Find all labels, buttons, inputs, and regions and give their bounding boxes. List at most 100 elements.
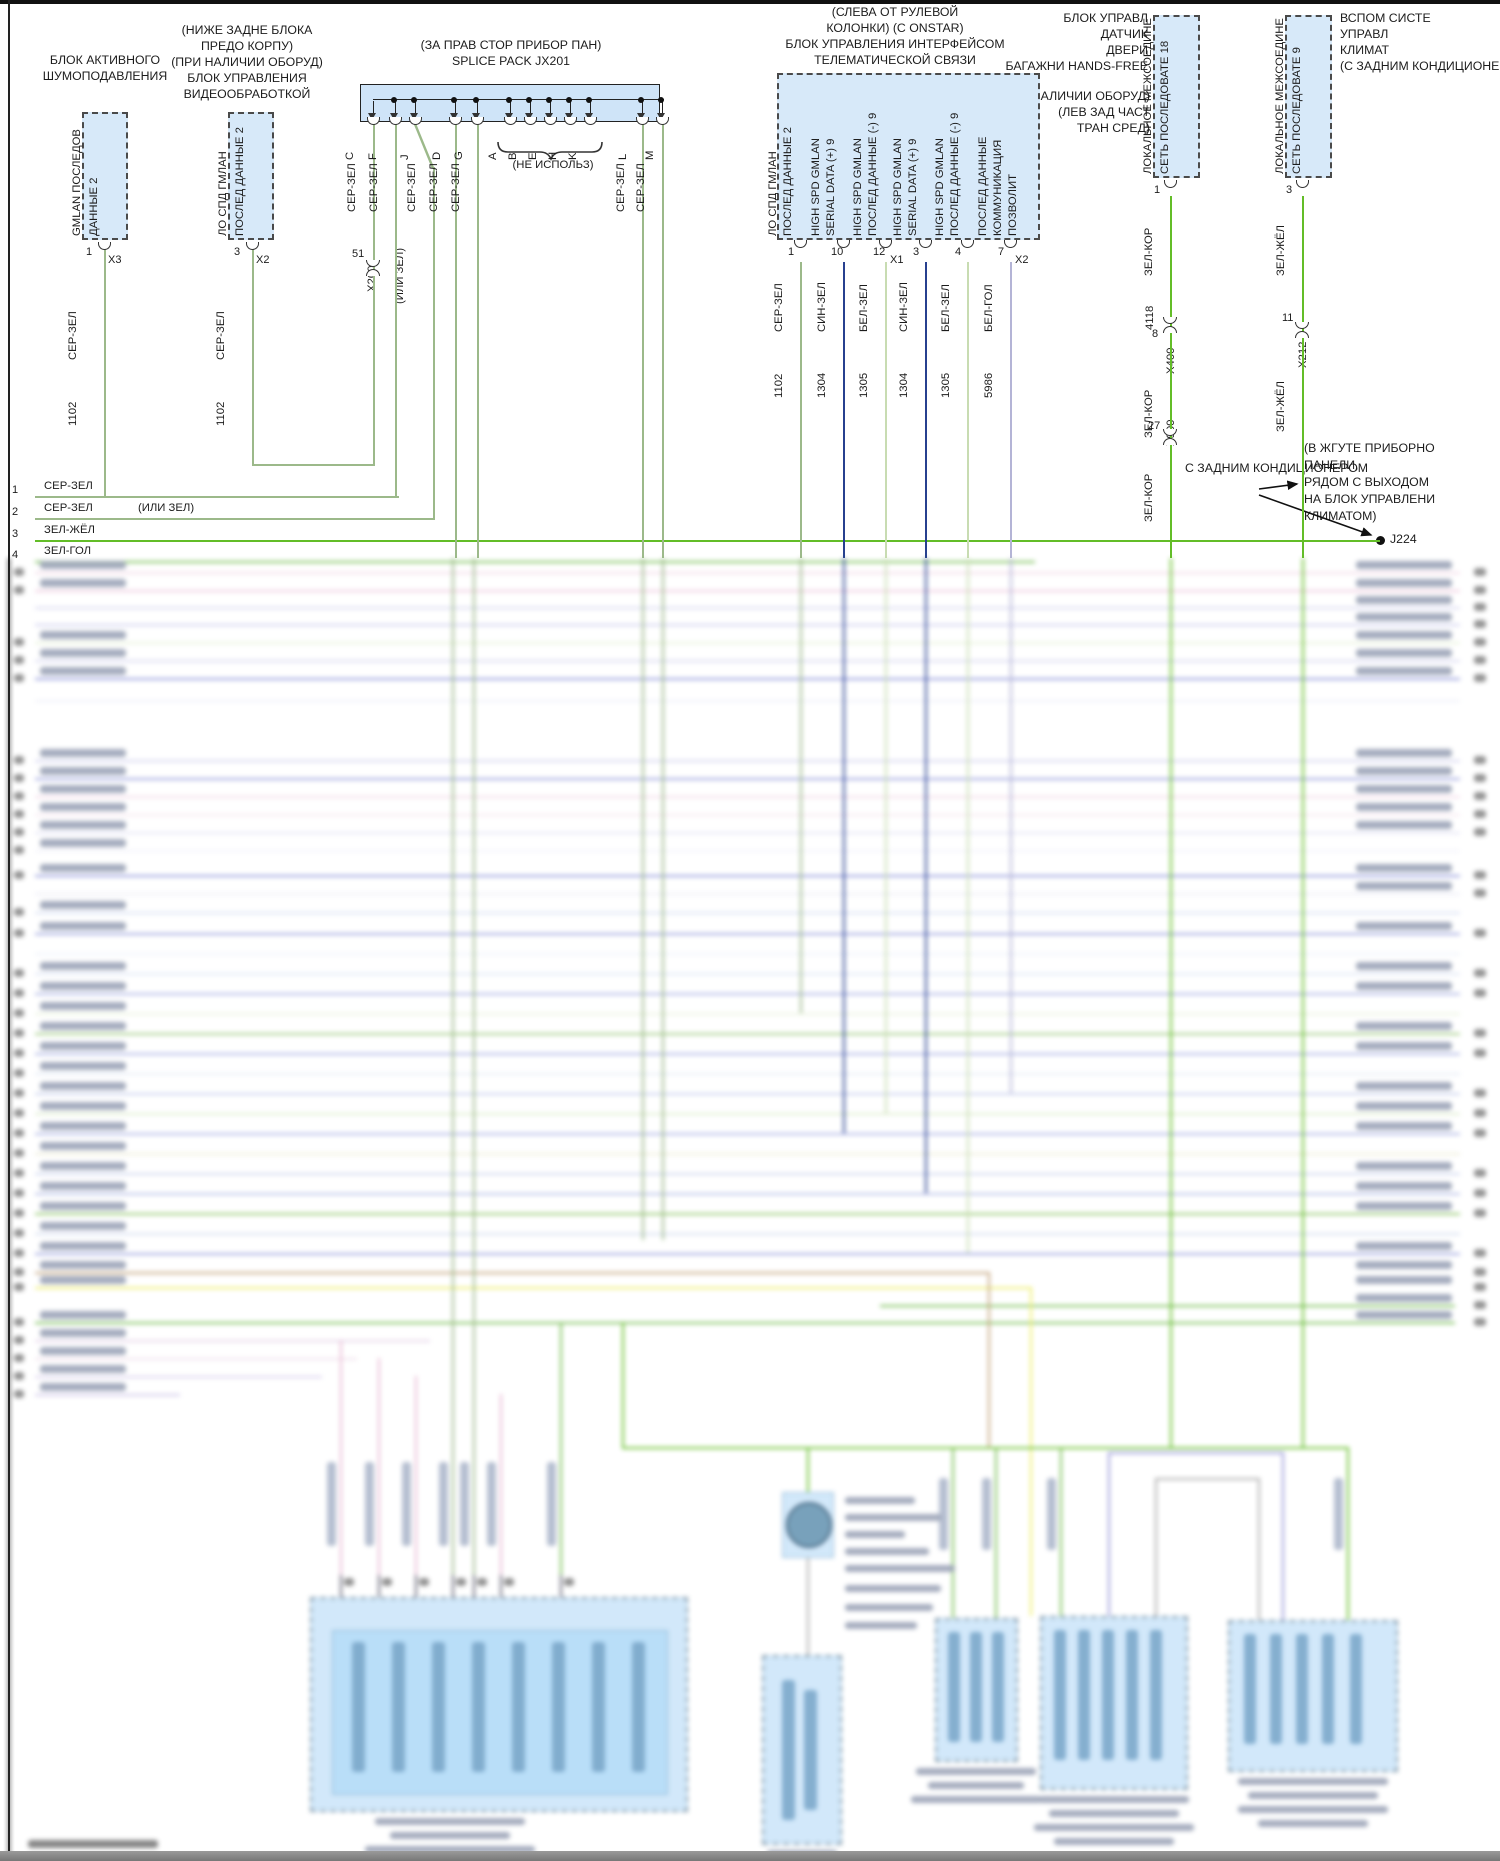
wire-color-label: СЕР-ЗЕЛ [635,163,647,212]
wire-segment [395,101,396,113]
blurred-text-stub [460,1462,469,1546]
blurred-text-stub [40,1182,126,1190]
bus-junction-dot [411,96,418,103]
blurred-text-stub [547,1462,556,1546]
blurred-text-stub [948,1632,960,1742]
row-number: 2 [12,506,19,518]
wire-segment [35,1358,357,1360]
blurred-text-stub [40,1383,126,1391]
wire-segment [35,1340,430,1342]
blurred-text-stub [1474,1268,1486,1276]
blurred-text-stub [1356,613,1452,621]
blurred-text-stub [1078,1630,1090,1760]
note-arrows [1258,480,1373,537]
wire-segment [340,1575,342,1597]
wire-segment [477,101,478,113]
wire-segment [560,1322,562,1597]
blurred-text-stub [14,586,24,594]
pin-number: 1 [1154,184,1161,196]
blurred-text-stub [14,1089,24,1097]
bus-junction-dot [391,96,398,103]
blurred-text-stub [40,1082,126,1090]
heading-line: КЛИМАТ [1340,43,1390,57]
blurred-text-stub [845,1531,905,1538]
blurred-text-stub [40,749,126,757]
blurred-text-stub [782,1680,795,1820]
blurred-text-stub [439,1462,448,1546]
connector-label: ПОСЛЕД ДАННЫЕ (-) 9 [949,112,961,236]
wire-segment [35,973,1460,975]
connector-arc-icon [408,117,422,125]
wire-segment [500,1394,502,1597]
wire-segment [662,123,664,558]
blurred-text-stub [1474,1049,1486,1057]
harness-note-line: РЯДОМ С ВЫХОДОМ [1304,475,1429,489]
connector-label: HIGH SPD GMLAN [852,138,864,236]
blurred-text-stub [1474,1249,1486,1257]
connector-arc-icon [878,240,892,248]
blurred-text-stub [40,1311,126,1319]
circuit-number: 4118 [1144,305,1156,330]
connector-arc-icon [1163,180,1177,188]
wire-color-label: БЕЛ-ЗЕЛ [940,284,952,332]
blurred-text-stub [477,1578,487,1586]
blurred-text-stub [40,667,126,675]
inline-connector-icon [1163,438,1177,445]
blurred-text-stub [40,1242,126,1250]
module-box-right-3 [1228,1620,1398,1772]
heading-line: SPLICE PACK JX201 [451,54,571,68]
blurred-text-stub [1356,1276,1452,1284]
wire-segment [35,875,1460,877]
pin-number: 7 [998,246,1005,258]
splice-pin-letter: F [367,153,379,160]
wire-segment [35,660,1460,662]
wire-segment [925,262,927,558]
blurred-text-stub [1356,1202,1452,1210]
wire-segment [35,893,1460,895]
blurred-diagram-region [0,558,1500,1861]
blurred-text-stub [1356,561,1452,569]
connector-arc-icon [388,117,402,125]
blurred-text-stub [1054,1630,1066,1760]
blurred-text-stub [14,656,24,664]
heading-line: ВИДЕООБРАБОТКОЙ [183,87,311,101]
wire-segment [340,1340,342,1597]
wire-color-label: СЕР-ЗЕЛ [615,163,627,212]
connector-label: КОММУНИКАЦИЯ [992,139,1004,236]
wire-segment [662,101,663,113]
wire-segment [925,558,927,1193]
row-wire-label: СЕР-ЗЕЛ [44,502,93,514]
blurred-text-stub [40,1202,126,1210]
junction-label: J224 [1390,532,1417,546]
blurred-text-stub [1474,674,1486,682]
blurred-text-stub [1474,756,1486,764]
inline-connector-icon [1295,322,1309,329]
wire-segment [807,1447,809,1496]
wire-color-label: СЕР-ЗЕЛ [428,163,440,212]
blurred-text-stub [845,1497,915,1504]
blurred-text-stub [1270,1634,1282,1744]
wire-segment [378,1358,380,1597]
wire-segment [530,101,531,113]
wire-segment [473,1575,475,1597]
blurred-text-stub [1474,1189,1486,1197]
blurred-text-stub [1356,1022,1452,1030]
unused-pins-note: (НЕ ИСПОЛЬЗ) [512,159,594,171]
wire-segment [570,101,571,113]
blurred-text-stub [1474,1301,1486,1309]
blurred-text-stub [14,638,24,646]
blurred-text-stub [40,649,126,657]
wire-segment [642,558,644,1240]
blurred-caption-stub [1039,1796,1189,1803]
wire-segment [560,1575,562,1597]
blurred-text-stub [402,1462,411,1546]
wire-segment [35,1053,1460,1055]
blurred-text-stub [14,1069,24,1077]
connector-arc-icon [503,117,517,125]
harness-note-line: НА БЛОК УПРАВЛЕНИ [1304,492,1436,506]
blurred-text-stub [14,792,24,800]
blurred-text-stub [40,901,126,909]
blurred-text-stub [40,803,126,811]
wire-segment [885,262,887,558]
blurred-text-stub [419,1578,429,1586]
